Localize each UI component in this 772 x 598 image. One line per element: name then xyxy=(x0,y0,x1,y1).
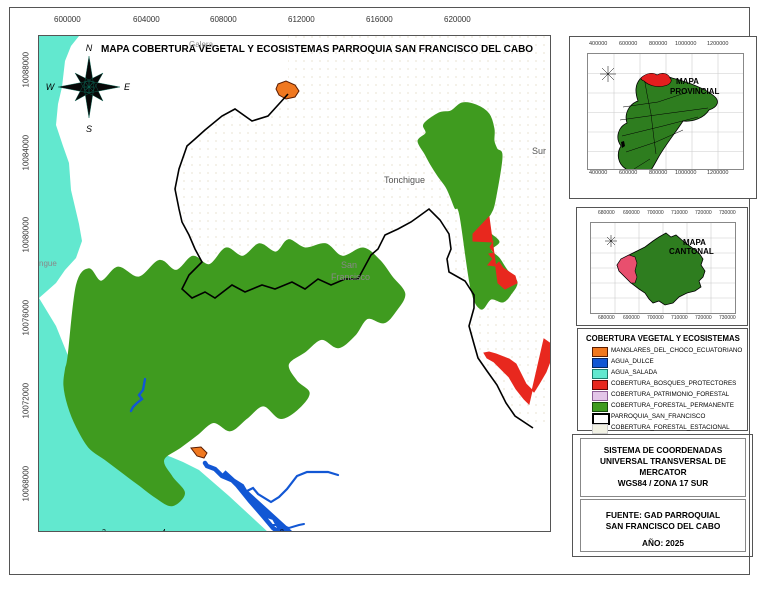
svg-text:Galera: Galera xyxy=(189,40,214,49)
svg-text:16: 16 xyxy=(394,531,402,532)
svg-text:2: 2 xyxy=(102,529,106,532)
svg-text:CANTONAL: CANTONAL xyxy=(669,247,714,256)
svg-text:MAPA COBERTURA VEGETAL Y ECOSI: MAPA COBERTURA VEGETAL Y ECOSISTEMAS PAR… xyxy=(101,44,533,55)
svg-text:Sur: Sur xyxy=(532,146,546,156)
svg-text:MAPA: MAPA xyxy=(683,238,706,247)
svg-text:San: San xyxy=(341,260,357,270)
svg-text:Francisco: Francisco xyxy=(331,272,370,282)
svg-text:PROVINCIAL: PROVINCIAL xyxy=(670,87,719,96)
svg-text:E: E xyxy=(124,82,131,92)
svg-text:S: S xyxy=(86,124,92,134)
svg-text:ngue: ngue xyxy=(39,259,57,268)
svg-text:N: N xyxy=(86,43,93,53)
svg-text:8: 8 xyxy=(280,529,284,532)
svg-text:4: 4 xyxy=(162,529,166,532)
svg-text:W: W xyxy=(46,82,56,92)
svg-text:MAPA: MAPA xyxy=(676,77,699,86)
svg-text:Tonchigue: Tonchigue xyxy=(384,175,425,185)
